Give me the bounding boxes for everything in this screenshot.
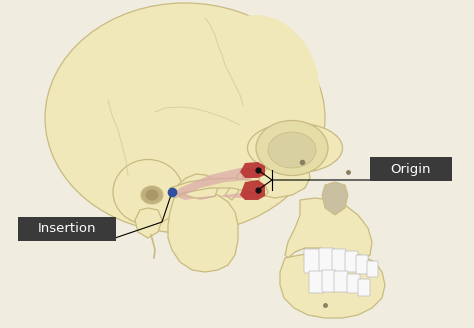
Ellipse shape <box>190 15 320 175</box>
Ellipse shape <box>247 123 343 173</box>
Polygon shape <box>240 162 265 178</box>
Polygon shape <box>280 252 385 318</box>
Polygon shape <box>240 180 265 200</box>
Ellipse shape <box>268 132 316 168</box>
Text: Insertion: Insertion <box>38 222 96 236</box>
Ellipse shape <box>141 186 163 204</box>
FancyBboxPatch shape <box>367 261 378 277</box>
FancyBboxPatch shape <box>358 279 370 296</box>
Ellipse shape <box>113 159 183 224</box>
FancyBboxPatch shape <box>356 255 368 274</box>
Polygon shape <box>135 208 162 238</box>
Polygon shape <box>175 168 260 200</box>
Polygon shape <box>258 160 310 198</box>
Polygon shape <box>322 182 348 215</box>
FancyBboxPatch shape <box>322 270 336 292</box>
Polygon shape <box>178 174 218 198</box>
FancyBboxPatch shape <box>304 249 320 273</box>
Polygon shape <box>285 198 372 260</box>
FancyBboxPatch shape <box>309 271 324 293</box>
FancyBboxPatch shape <box>370 157 452 181</box>
Polygon shape <box>170 178 268 196</box>
Ellipse shape <box>146 190 158 200</box>
Ellipse shape <box>45 3 325 233</box>
FancyBboxPatch shape <box>334 271 348 292</box>
FancyBboxPatch shape <box>345 251 358 272</box>
Text: Origin: Origin <box>391 162 431 175</box>
FancyBboxPatch shape <box>18 217 116 241</box>
FancyBboxPatch shape <box>347 274 360 293</box>
Ellipse shape <box>256 120 328 175</box>
Polygon shape <box>168 192 238 272</box>
FancyBboxPatch shape <box>332 249 346 272</box>
FancyBboxPatch shape <box>319 248 334 272</box>
Polygon shape <box>225 168 244 200</box>
